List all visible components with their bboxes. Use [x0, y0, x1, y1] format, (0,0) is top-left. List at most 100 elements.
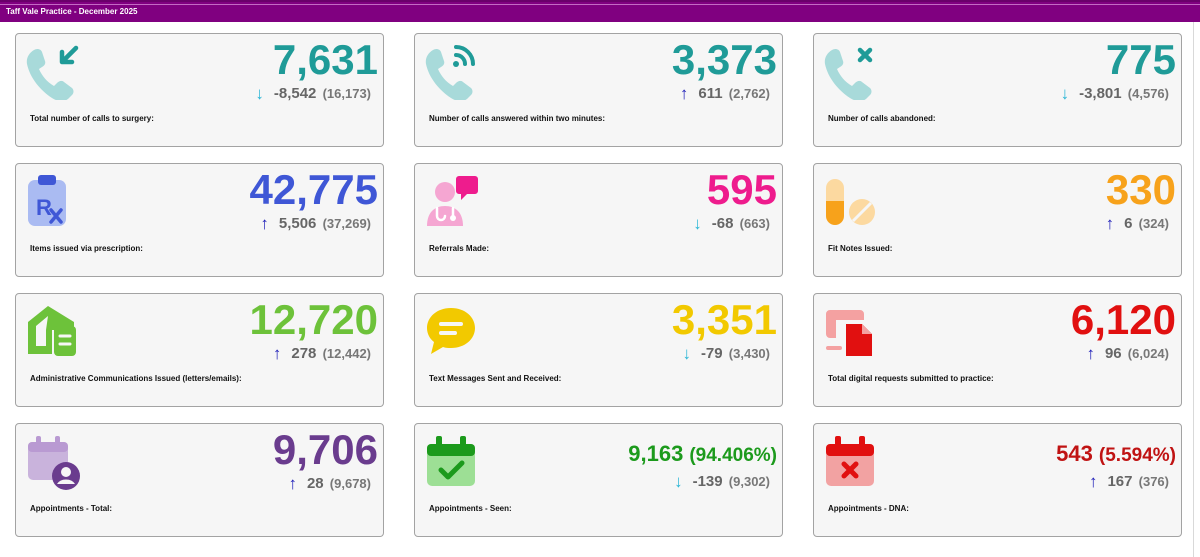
house-letter-icon [24, 302, 80, 360]
metric-value: 42,775 [249, 166, 378, 213]
previous-value: (324) [1138, 216, 1169, 231]
metric-value: 12,720 [249, 296, 378, 343]
card-prescriptions[interactable]: R 42,775 ↑ 5,506 (37,269) Items issued vi… [15, 163, 384, 277]
previous-value: (663) [739, 216, 770, 231]
phone-answered-icon [423, 42, 479, 100]
metric-change: ↓ -139 (9,302) [674, 472, 770, 492]
page-title: Taff Vale Practice - December 2025 [6, 7, 138, 16]
previous-value: (12,442) [322, 346, 371, 361]
arrow-down-icon: ↓ [682, 344, 691, 363]
metric-label: Number of calls abandoned: [828, 114, 936, 123]
change-value: -79 [700, 345, 723, 362]
change-value: 28 [306, 475, 324, 492]
metric-change: ↓ -79 (3,430) [682, 344, 770, 364]
previous-value: (9,678) [329, 476, 371, 491]
metric-label: Total digital requests submitted to prac… [828, 374, 994, 383]
metric-label: Fit Notes Issued: [828, 244, 893, 253]
metric-value: 9,163 (94.406%) [628, 440, 777, 470]
scroll-edge [1193, 22, 1194, 557]
svg-text:R: R [36, 195, 52, 220]
card-referrals[interactable]: 595 ↓ -68 (663) Referrals Made: [414, 163, 783, 277]
change-value: -3,801 [1079, 85, 1122, 102]
arrow-up-icon: ↑ [679, 84, 689, 103]
metric-change: ↑ 611 (2,762) [680, 84, 770, 104]
phone-incoming-icon [24, 42, 80, 100]
card-fit-notes[interactable]: 330 ↑ 6 (324) Fit Notes Issued: [813, 163, 1182, 277]
card-appointments-seen[interactable]: 9,163 (94.406%) ↓ -139 (9,302) Appointment… [414, 423, 783, 537]
change-value: 611 [698, 85, 723, 102]
arrow-down-icon: ↓ [674, 472, 683, 491]
metric-value: 3,373 [671, 36, 777, 83]
metric-label: Administrative Communications Issued (le… [30, 374, 242, 383]
previous-value: (3,430) [728, 346, 770, 361]
arrow-up-icon: ↑ [272, 344, 282, 363]
previous-value: (16,173) [322, 86, 371, 101]
arrow-up-icon: ↑ [1086, 344, 1095, 363]
calendar-check-icon [423, 432, 479, 490]
metric-value: 3,351 [671, 296, 777, 343]
value-number: 9,163 [628, 441, 684, 466]
calendar-cross-icon [822, 432, 878, 490]
arrow-up-icon: ↑ [288, 474, 297, 493]
metric-change: ↑ 5,506 (37,269) [260, 214, 371, 234]
metric-change: ↓ -3,801 (4,576) [1061, 84, 1169, 104]
value-number: 543 [1056, 441, 1093, 466]
change-value: 6 [1124, 215, 1133, 232]
metric-label: Items issued via prescription: [30, 244, 143, 253]
metric-change: ↓ -68 (663) [693, 214, 770, 234]
header-bar: Taff Vale Practice - December 2025 [0, 0, 1200, 22]
previous-value: (376) [1138, 474, 1169, 489]
metric-value: 543 (5.594%) [1056, 440, 1176, 470]
metric-change: ↓ -8,542 (16,173) [255, 84, 371, 104]
speech-bubble-icon [423, 302, 479, 360]
change-value: -8,542 [273, 85, 317, 102]
metric-label: Appointments - Seen: [429, 504, 512, 513]
metric-label: Appointments - DNA: [828, 504, 909, 513]
metric-value: 9,706 [272, 426, 378, 473]
previous-value: (9,302) [728, 474, 770, 489]
card-appointments-total[interactable]: 9,706 ↑ 28 (9,678) Appointments - Total: [15, 423, 384, 537]
phone-abandoned-icon [822, 42, 878, 100]
arrow-down-icon: ↓ [1060, 84, 1070, 103]
change-value: -68 [711, 215, 734, 232]
change-value: 5,506 [278, 215, 317, 232]
card-admin-communications[interactable]: 12,720 ↑ 278 (12,442) Administrative Comm… [15, 293, 384, 407]
metric-change: ↑ 6 (324) [1106, 214, 1169, 234]
digital-request-icon [822, 302, 878, 360]
metric-label: Text Messages Sent and Received: [429, 374, 562, 383]
arrow-down-icon: ↓ [255, 84, 264, 103]
metric-label: Referrals Made: [429, 244, 490, 253]
change-value: -139 [692, 473, 723, 490]
card-calls-answered[interactable]: 3,373 ↑ 611 (2,762) Number of calls answe… [414, 33, 783, 147]
change-value: 278 [291, 345, 317, 362]
previous-value: (37,269) [322, 216, 371, 231]
value-percent: (94.406%) [689, 445, 777, 466]
arrow-down-icon: ↓ [693, 214, 702, 233]
metric-value: 7,631 [272, 36, 378, 83]
card-text-messages[interactable]: 3,351 ↓ -79 (3,430) Text Messages Sent an… [414, 293, 783, 407]
change-value: 96 [1104, 345, 1122, 362]
metric-label: Number of calls answered within two minu… [429, 114, 606, 123]
referral-icon [423, 172, 479, 230]
arrow-up-icon: ↑ [1088, 472, 1098, 491]
metric-label: Total number of calls to surgery: [30, 114, 154, 123]
prescription-icon: R [24, 172, 80, 230]
card-calls-abandoned[interactable]: 775 ↓ -3,801 (4,576) Number of calls aban… [813, 33, 1182, 147]
metric-value: 595 [706, 166, 777, 213]
metric-change: ↑ 167 (376) [1089, 472, 1169, 492]
header-divider [0, 4, 1200, 5]
card-digital-requests[interactable]: 6,120 ↑ 96 (6,024) Total digital requests… [813, 293, 1182, 407]
pills-icon [822, 172, 878, 230]
card-appointments-dna[interactable]: 543 (5.594%) ↑ 167 (376) Appointments - DN… [813, 423, 1182, 537]
value-percent: (5.594%) [1098, 445, 1176, 466]
previous-value: (4,576) [1127, 86, 1169, 101]
previous-value: (6,024) [1127, 346, 1169, 361]
metric-value: 775 [1105, 36, 1176, 83]
calendar-person-icon [24, 432, 80, 490]
change-value: 167 [1107, 473, 1133, 490]
arrow-up-icon: ↑ [260, 214, 269, 233]
card-total-calls[interactable]: 7,631 ↓ -8,542 (16,173) Total number of c… [15, 33, 384, 147]
metric-change: ↑ 278 (12,442) [273, 344, 371, 364]
arrow-up-icon: ↑ [1105, 214, 1115, 233]
metric-value: 6,120 [1070, 296, 1176, 343]
